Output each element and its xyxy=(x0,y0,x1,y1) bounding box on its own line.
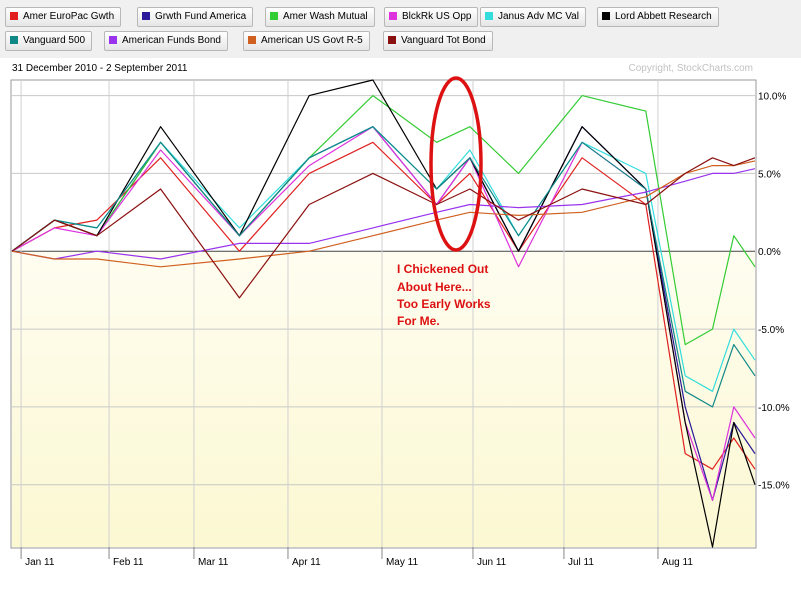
legend-label: Lord Abbett Research xyxy=(615,11,712,22)
legend-swatch xyxy=(388,36,396,44)
legend-swatch xyxy=(485,12,493,20)
legend-item-grwth-fund-america[interactable]: Grwth Fund America xyxy=(137,7,254,27)
x-tick-label: Feb 11 xyxy=(113,557,144,568)
series-line-american-funds-bond xyxy=(11,168,756,260)
x-tick-label: Mar 11 xyxy=(198,557,229,568)
legend-label: Vanguard 500 xyxy=(23,35,86,46)
series-line-vanguard-500 xyxy=(11,126,756,408)
annotation: I Chickened Out About Here... Too Early … xyxy=(397,262,491,328)
y-tick-label: -5.0% xyxy=(758,325,784,336)
y-axis: 10.0% 5.0% 0.0% -5.0% -10.0% -15.0% xyxy=(758,92,790,492)
y-tick-label: 5.0% xyxy=(758,169,781,180)
x-tick-label: Jun 11 xyxy=(477,557,507,568)
y-tick-label: -10.0% xyxy=(758,403,790,414)
legend-label: American Funds Bond xyxy=(122,35,221,46)
annotation-line: I Chickened Out xyxy=(397,262,488,276)
legend-item-vanguard-tot-bond[interactable]: Vanguard Tot Bond xyxy=(383,31,493,51)
legend-label: Janus Adv MC Val xyxy=(498,11,579,22)
legend-label: BlckRk US Opp xyxy=(402,11,472,22)
x-tick-label: May 11 xyxy=(386,557,418,568)
legend-item-lord-abbett-research[interactable]: Lord Abbett Research xyxy=(597,7,719,27)
series-lines xyxy=(11,79,756,548)
series-line-blckrk-us-opp xyxy=(11,126,756,501)
legend-swatch xyxy=(109,36,117,44)
legend-label: Amer Wash Mutual xyxy=(283,11,368,22)
y-tick-label: 0.0% xyxy=(758,247,781,258)
legend-item-amer-europac-gwth[interactable]: Amer EuroPac Gwth xyxy=(5,7,122,27)
legend-label: Amer EuroPac Gwth xyxy=(23,11,115,22)
date-range: 31 December 2010 - 2 September 2011 xyxy=(12,63,188,74)
legend-swatch xyxy=(10,36,18,44)
x-tick-label: Apr 11 xyxy=(292,557,321,568)
legend-swatch xyxy=(270,12,278,20)
x-axis: Jan 11 Feb 11 Mar 11 Apr 11 May 11 Jun 11 Jul … xyxy=(20,547,693,568)
legend-label: Vanguard Tot Bond xyxy=(401,35,486,46)
legend: Amer EuroPac Gwth Grwth Fund America Ame… xyxy=(0,0,801,58)
x-tick-label: Jan 11 xyxy=(25,557,55,568)
x-tick-label: Aug 11 xyxy=(662,557,693,568)
x-tick-label: Jul 11 xyxy=(568,557,594,568)
y-tick-label: -15.0% xyxy=(758,481,790,492)
legend-swatch xyxy=(602,12,610,20)
legend-item-vanguard-500[interactable]: Vanguard 500 xyxy=(5,31,93,51)
highlight-ellipse xyxy=(429,76,483,252)
legend-label: American US Govt R-5 xyxy=(261,35,363,46)
legend-item-american-us-govt-r5[interactable]: American US Govt R-5 xyxy=(243,31,370,51)
legend-item-blckrk-us-opp[interactable]: BlckRk US Opp xyxy=(384,7,479,27)
legend-item-janus-adv-mc-val[interactable]: Janus Adv MC Val xyxy=(480,7,586,27)
legend-swatch xyxy=(10,12,18,20)
series-line-vanguard-tot-bond xyxy=(11,157,756,299)
chart-area: 10.0% 5.0% 0.0% -5.0% -10.0% -15.0% Jan 11 Feb… xyxy=(0,58,801,597)
annotation-line: For Me. xyxy=(397,314,440,328)
grid xyxy=(12,80,755,547)
series-line-amer-wash-mutual xyxy=(11,94,756,346)
copyright: Copyright, StockCharts.com xyxy=(629,63,754,74)
negative-region xyxy=(12,251,755,547)
series-line-american-us-govt-r-5 xyxy=(11,160,756,268)
legend-item-amer-wash-mutual[interactable]: Amer Wash Mutual xyxy=(265,7,375,27)
legend-item-american-funds-bond[interactable]: American Funds Bond xyxy=(104,31,228,51)
legend-swatch xyxy=(248,36,256,44)
annotation-line: Too Early Works xyxy=(397,297,491,311)
legend-label: Grwth Fund America xyxy=(155,11,247,22)
legend-swatch xyxy=(142,12,150,20)
annotation-line: About Here... xyxy=(397,280,472,294)
y-tick-label: 10.0% xyxy=(758,92,786,103)
price-performance-chart: 10.0% 5.0% 0.0% -5.0% -10.0% -15.0% Jan 11 Feb… xyxy=(10,63,790,568)
legend-swatch xyxy=(389,12,397,20)
